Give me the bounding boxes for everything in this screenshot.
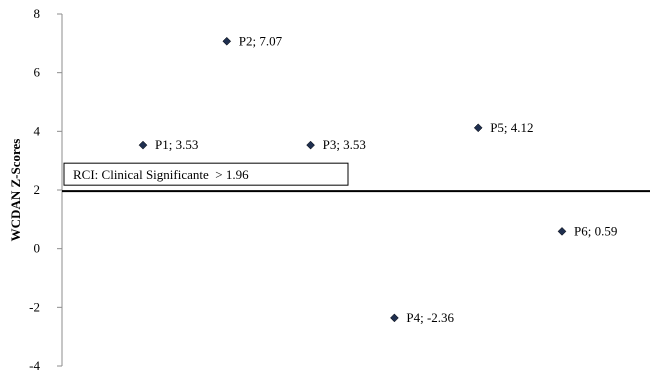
y-tick-label: 2: [34, 182, 41, 197]
data-points: P1; 3.53 P2; 7.07 P3; 3.53 P4; -2.36 P5; 4.1…: [138, 33, 617, 325]
data-point-label: P4; -2.36: [406, 310, 454, 325]
data-point-marker: [557, 227, 567, 236]
data-point-label: P2; 7.07: [239, 33, 283, 48]
y-ticks: 8 6 4 2 0 -2 -4: [29, 6, 62, 373]
data-point-marker: [306, 140, 315, 150]
data-point-label: P1; 3.53: [155, 137, 198, 152]
y-tick-label: -2: [29, 299, 40, 314]
data-point-marker: [138, 140, 148, 150]
y-tick-label: 0: [34, 241, 41, 256]
y-tick-label: 4: [34, 123, 41, 138]
data-point-label: P5; 4.12: [490, 120, 533, 135]
data-point-marker: [222, 36, 232, 46]
y-tick-label: 8: [34, 6, 41, 21]
threshold-label-box: RCI: Clinical Significante > 1.96: [63, 162, 349, 186]
threshold-label-frame: [63, 162, 349, 186]
data-point-marker: [473, 123, 483, 133]
threshold-label: RCI: Clinical Significante > 1.96: [73, 167, 249, 182]
data-point-label: P6; 0.59: [574, 223, 617, 238]
y-tick-label: -4: [29, 358, 40, 373]
y-tick-label: 6: [34, 65, 41, 80]
data-point-marker: [390, 313, 399, 323]
data-point-label: P3; 3.53: [323, 137, 366, 152]
y-axis-label: WCDAN Z-Scores: [8, 139, 23, 242]
